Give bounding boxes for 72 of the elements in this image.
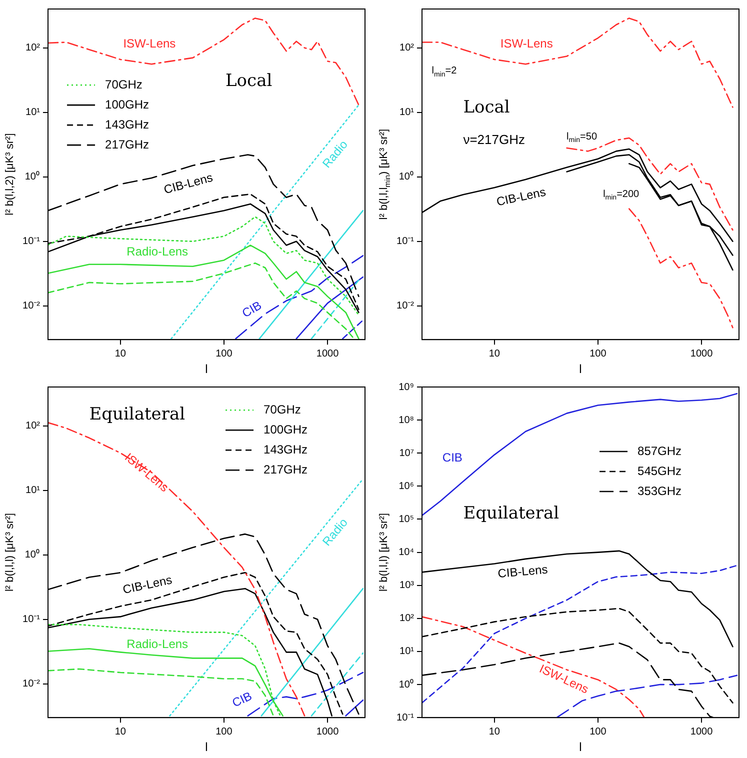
y-tick-label: 10² — [26, 420, 41, 432]
x-tick-label: 10 — [488, 726, 500, 738]
x-axis-title: l — [579, 740, 582, 754]
x-tick-label: 1000 — [690, 348, 714, 360]
annotation: CIB-Lens — [497, 562, 548, 581]
annotation: Radio-Lens — [126, 244, 188, 258]
y-tick-label: 10⁹ — [398, 382, 414, 393]
x-tick-label: 100 — [216, 348, 233, 360]
y-axis-title: l² b(l,l,l) [μK³ sr²] — [378, 513, 390, 592]
y-tick-label: 10⁰ — [398, 678, 414, 690]
x-tick-label: 10 — [114, 726, 126, 738]
text: Equilateral — [463, 504, 560, 524]
annotation: Radio-Lens — [126, 637, 188, 652]
y-tick-label: 10² — [26, 42, 41, 54]
annotation: CIB-Lens — [162, 170, 214, 197]
legend-label: 857GHz — [638, 444, 682, 458]
legend-label: 100GHz — [105, 97, 150, 112]
legend-label: 143GHz — [264, 442, 308, 456]
legend-label: 545GHz — [638, 464, 682, 478]
legend-label: 143GHz — [105, 117, 150, 132]
x-tick-label: 100 — [590, 348, 607, 360]
x-tick-label: 100 — [590, 726, 607, 738]
legend-label: 70GHz — [264, 402, 301, 416]
y-tick-label: 10⁷ — [399, 448, 414, 459]
y-tick-label: 10¹ — [26, 107, 41, 118]
y-tick-label: 10⁻² — [22, 300, 41, 312]
y-tick-label: 10⁻¹ — [22, 236, 41, 248]
annotation: CIB — [230, 688, 254, 710]
legend-label: 217GHz — [264, 462, 308, 476]
x-axis-title: l — [579, 362, 582, 376]
legend-label: 100GHz — [264, 422, 308, 436]
y-tick-label: 10⁻¹ — [396, 236, 415, 248]
x-axis-title: l — [205, 740, 208, 754]
legend-label: 70GHz — [105, 77, 142, 92]
y-tick-label: 10⁰ — [398, 170, 414, 183]
y-axis-title: l² b(l,l,2) [μK³ sr²] — [4, 133, 16, 216]
y-tick-label: 10³ — [400, 580, 415, 592]
annotation: ISW-Lens — [500, 36, 553, 51]
y-tick-label: 10⁰ — [24, 170, 40, 183]
annotation: CIB-Lens — [121, 572, 174, 597]
y-tick-label: 10¹ — [26, 485, 41, 496]
y-tick-label: 10⁵ — [398, 514, 414, 525]
x-tick-label: 1000 — [316, 348, 340, 360]
y-tick-label: 10⁴ — [398, 547, 414, 558]
text: Local — [226, 71, 272, 92]
y-tick-label: 10⁻¹ — [396, 712, 415, 724]
y-tick-label: 10⁻² — [396, 300, 415, 312]
x-tick-label: 10 — [488, 348, 500, 360]
x-tick-label: 1000 — [690, 726, 714, 738]
y-axis-title: l² b(l,l,l) [μK³ sr²] — [4, 513, 16, 592]
x-axis-title: l — [205, 362, 208, 376]
legend-label: 353GHz — [638, 484, 682, 498]
y-tick-label: 10¹ — [400, 107, 415, 118]
y-tick-label: 10² — [400, 42, 415, 54]
text: Equilateral — [89, 404, 186, 425]
text: ν=217GHz — [463, 132, 526, 147]
y-tick-label: 10¹ — [400, 646, 415, 658]
annotation: ISW-Lens — [123, 36, 176, 51]
annotation: CIB-Lens — [495, 184, 547, 209]
text: Local — [463, 98, 510, 118]
y-tick-label: 10² — [400, 613, 415, 624]
legend-label: 217GHz — [105, 137, 150, 152]
x-tick-label: 100 — [216, 726, 233, 738]
y-tick-label: 10⁶ — [398, 480, 414, 492]
y-tick-label: 10⁰ — [24, 548, 40, 561]
annotation: CIB — [240, 298, 264, 320]
y-tick-label: 10⁻² — [22, 678, 41, 690]
x-tick-label: 1000 — [316, 726, 340, 738]
annotation: CIB — [442, 450, 462, 464]
y-tick-label: 10⁻¹ — [22, 614, 41, 626]
y-tick-label: 10⁸ — [398, 414, 414, 426]
x-tick-label: 10 — [114, 348, 126, 360]
